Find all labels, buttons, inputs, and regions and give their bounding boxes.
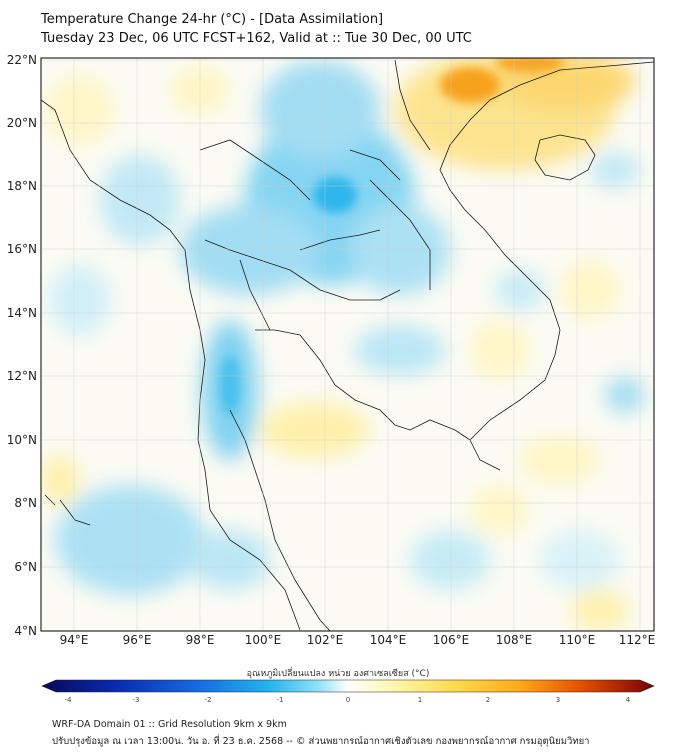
- map-subtitle: Tuesday 23 Dec, 06 UTC FCST+162, Valid a…: [41, 31, 472, 46]
- longitude-labels: 94°E 96°E 98°E 100°E 102°E 104°E 106°E 1…: [60, 633, 656, 647]
- graticule: [41, 58, 654, 631]
- lat-label: 6°N: [14, 560, 37, 574]
- lat-label: 4°N: [14, 624, 37, 638]
- lat-label: 22°N: [7, 53, 37, 67]
- colorbar-tick: -1: [277, 696, 284, 704]
- colorbar-ticks: -4 -3 -2 -1 0 1 2 3 4: [65, 696, 631, 704]
- colorbar-tick: 0: [346, 696, 350, 704]
- map-frame: [40, 57, 655, 632]
- lon-label: 104°E: [370, 633, 407, 647]
- colorbar-bar: [41, 679, 655, 693]
- footer-credit: ปรับปรุงข้อมูล ณ เวลา 13:00น. วัน อ. ที่…: [52, 736, 590, 747]
- colorbar-tick: 1: [418, 696, 422, 704]
- lon-label: 94°E: [60, 633, 89, 647]
- colorbar-tick: 4: [626, 696, 631, 704]
- lon-label: 112°E: [619, 633, 656, 647]
- colorbar: -4 -3 -2 -1 0 1 2 3 4: [41, 679, 655, 704]
- lon-label: 98°E: [186, 633, 215, 647]
- lon-label: 100°E: [245, 633, 282, 647]
- temperature-field: [41, 58, 654, 631]
- lon-label: 102°E: [307, 633, 344, 647]
- lat-label: 12°N: [7, 369, 37, 383]
- latitude-labels: 22°N 20°N 18°N 16°N 14°N 12°N 10°N 8°N 6…: [7, 53, 37, 638]
- lat-label: 16°N: [7, 242, 37, 256]
- lat-label: 10°N: [7, 433, 37, 447]
- colorbar-tick: 2: [486, 696, 490, 704]
- colorbar-tick: -2: [205, 696, 212, 704]
- lat-label: 20°N: [7, 116, 37, 130]
- colorbar-label: อุณหภูมิเปลี่ยนแปลง หน่วย องศาเซลเซียส (…: [246, 669, 430, 679]
- lat-label: 14°N: [7, 306, 37, 320]
- lat-label: 18°N: [7, 179, 37, 193]
- colorbar-tick: 3: [556, 696, 560, 704]
- lon-label: 106°E: [433, 633, 470, 647]
- lon-label: 96°E: [123, 633, 152, 647]
- colorbar-tick: -3: [133, 696, 140, 704]
- colorbar-tick: -4: [65, 696, 73, 704]
- lon-label: 108°E: [496, 633, 533, 647]
- lon-label: 110°E: [559, 633, 596, 647]
- lat-label: 8°N: [14, 496, 37, 510]
- coastline-outlines: [41, 59, 654, 631]
- map-title: Temperature Change 24-hr (°C) - [Data As…: [41, 12, 384, 27]
- footer-resolution: WRF-DA Domain 01 :: Grid Resolution 9km …: [52, 719, 287, 730]
